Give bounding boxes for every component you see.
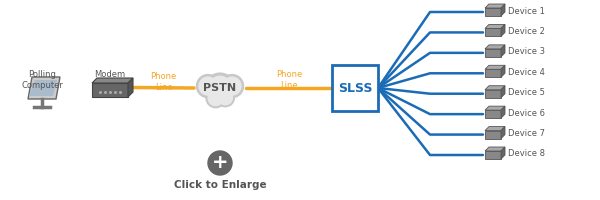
Circle shape <box>196 75 220 98</box>
Text: Device 7: Device 7 <box>508 129 545 138</box>
Circle shape <box>208 91 223 106</box>
Polygon shape <box>501 4 505 16</box>
Polygon shape <box>485 86 505 90</box>
Polygon shape <box>92 78 133 83</box>
Text: Device 1: Device 1 <box>508 6 545 16</box>
Polygon shape <box>485 28 501 36</box>
Polygon shape <box>485 49 501 57</box>
Polygon shape <box>485 131 501 139</box>
Text: Modem: Modem <box>94 70 125 79</box>
Polygon shape <box>501 45 505 57</box>
Polygon shape <box>485 8 501 16</box>
Polygon shape <box>501 127 505 139</box>
Text: Device 4: Device 4 <box>508 68 545 77</box>
Polygon shape <box>485 24 505 28</box>
Circle shape <box>205 73 235 103</box>
Polygon shape <box>485 147 505 151</box>
Polygon shape <box>501 65 505 77</box>
Polygon shape <box>501 147 505 159</box>
Circle shape <box>218 90 232 105</box>
Text: PSTN: PSTN <box>203 83 236 93</box>
Polygon shape <box>485 45 505 49</box>
Circle shape <box>216 88 235 107</box>
Circle shape <box>206 88 225 108</box>
Polygon shape <box>485 4 505 8</box>
Text: Device 5: Device 5 <box>508 88 545 97</box>
Polygon shape <box>28 77 60 99</box>
Text: Device 3: Device 3 <box>508 47 545 56</box>
Polygon shape <box>92 83 128 97</box>
Text: Device 6: Device 6 <box>508 109 545 118</box>
Text: Device 8: Device 8 <box>508 150 545 158</box>
Polygon shape <box>29 80 57 96</box>
Text: +: + <box>212 154 228 172</box>
Polygon shape <box>128 78 133 97</box>
Text: Polling
Computer: Polling Computer <box>21 70 63 90</box>
Polygon shape <box>501 106 505 118</box>
Circle shape <box>208 76 232 100</box>
Circle shape <box>220 75 244 98</box>
Text: SLSS: SLSS <box>338 82 372 95</box>
Polygon shape <box>485 90 501 98</box>
Polygon shape <box>501 86 505 98</box>
Polygon shape <box>485 65 505 69</box>
Polygon shape <box>485 151 501 159</box>
Circle shape <box>208 151 232 175</box>
Polygon shape <box>485 106 505 110</box>
FancyBboxPatch shape <box>332 65 378 111</box>
Polygon shape <box>485 110 501 118</box>
Polygon shape <box>501 24 505 36</box>
Text: Phone
Line: Phone Line <box>151 72 176 92</box>
Text: Device 2: Device 2 <box>508 27 545 36</box>
Circle shape <box>223 77 241 95</box>
Text: Click to Enlarge: Click to Enlarge <box>173 180 266 190</box>
Polygon shape <box>485 127 505 131</box>
Circle shape <box>199 77 217 95</box>
Text: Phone
Line: Phone Line <box>276 70 302 90</box>
Polygon shape <box>485 69 501 77</box>
